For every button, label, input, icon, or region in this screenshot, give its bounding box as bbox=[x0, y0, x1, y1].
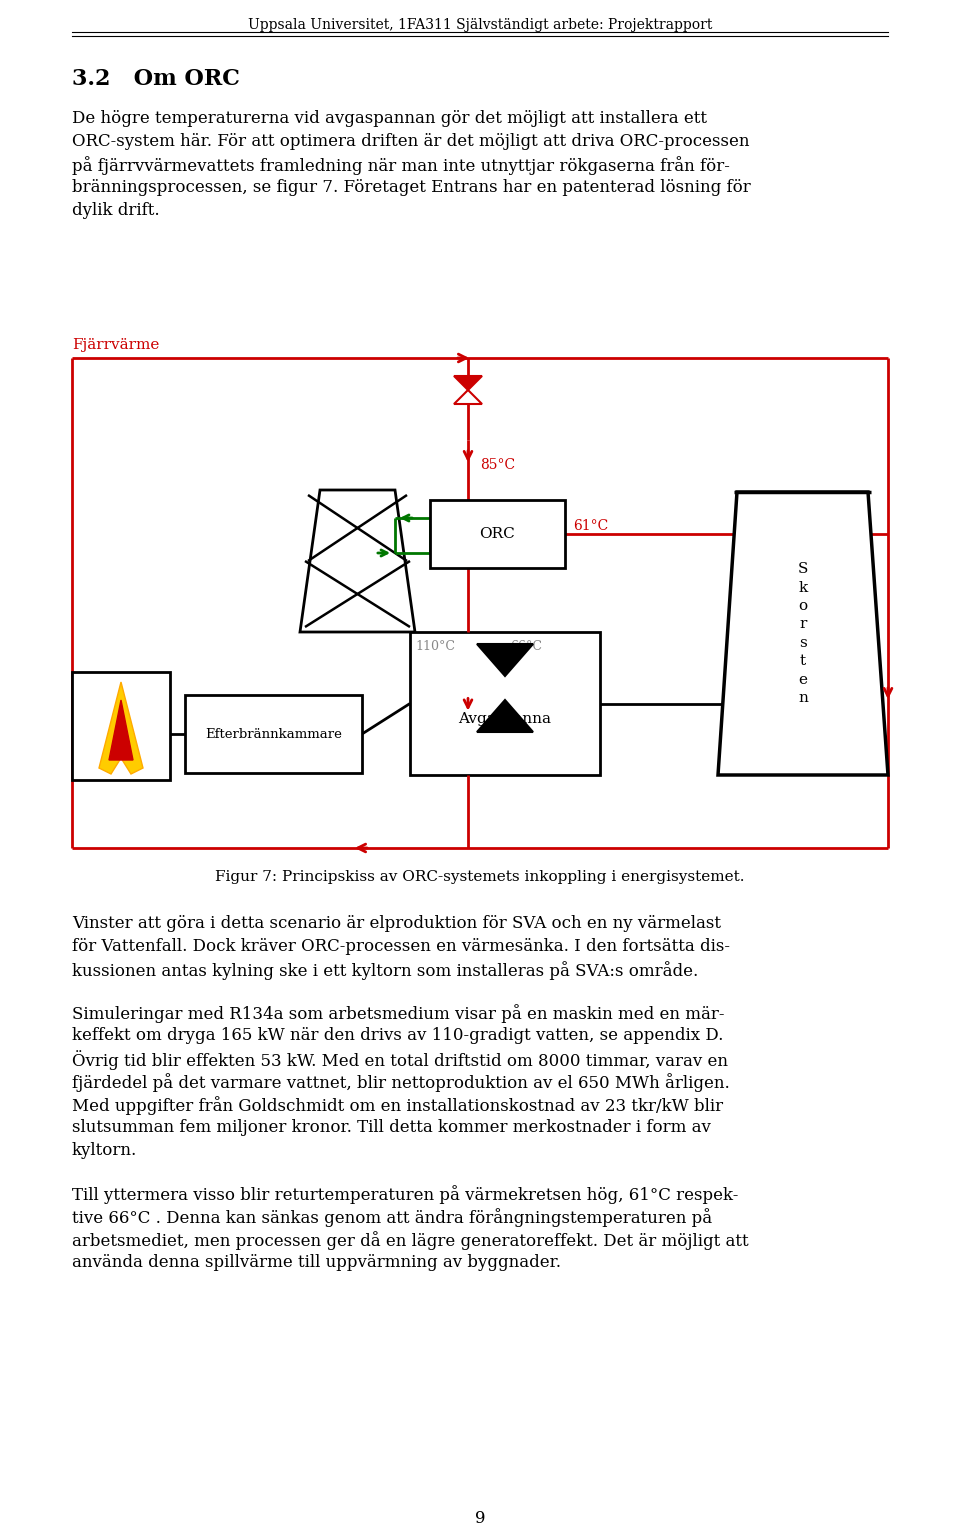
Polygon shape bbox=[99, 682, 143, 774]
Text: ORC-system här. För att optimera driften är det möjligt att driva ORC-processen: ORC-system här. För att optimera driften… bbox=[72, 133, 750, 150]
Polygon shape bbox=[454, 375, 482, 391]
Text: S
k
o
r
s
t
e
n: S k o r s t e n bbox=[798, 562, 808, 705]
Text: Övrig tid blir effekten 53 kW. Med en total driftstid om 8000 timmar, varav en: Övrig tid blir effekten 53 kW. Med en to… bbox=[72, 1049, 728, 1069]
Polygon shape bbox=[477, 643, 533, 676]
Text: 3.2   Om ORC: 3.2 Om ORC bbox=[72, 67, 240, 90]
Text: bränningsprocessen, se figur 7. Företaget Entrans har en patenterad lösning för: bränningsprocessen, se figur 7. Företage… bbox=[72, 179, 751, 196]
Text: Avgaspanna: Avgaspanna bbox=[459, 711, 551, 726]
Text: keffekt om dryga 165 kW när den drivs av 110-gradigt vatten, se appendix D.: keffekt om dryga 165 kW när den drivs av… bbox=[72, 1026, 724, 1043]
Text: 66°C: 66°C bbox=[510, 640, 542, 653]
Polygon shape bbox=[109, 700, 133, 760]
Bar bbox=[185, 696, 362, 774]
Text: Fjärrvärme: Fjärrvärme bbox=[72, 339, 159, 352]
Text: Simuleringar med R134a som arbetsmedium visar på en maskin med en mär-: Simuleringar med R134a som arbetsmedium … bbox=[72, 1003, 725, 1023]
Text: De högre temperaturerna vid avgaspannan gör det möjligt att installera ett: De högre temperaturerna vid avgaspannan … bbox=[72, 110, 707, 127]
Bar bbox=[430, 499, 565, 568]
Text: fjärdedel på det varmare vattnet, blir nettoproduktion av el 650 MWh årligen.: fjärdedel på det varmare vattnet, blir n… bbox=[72, 1072, 730, 1092]
Text: Figur 7: Principskiss av ORC-systemets inkoppling i energisystemet.: Figur 7: Principskiss av ORC-systemets i… bbox=[215, 870, 745, 884]
Text: på fjärrvvärmevattets framledning när man inte utnyttjar rökgaserna från för-: på fjärrvvärmevattets framledning när ma… bbox=[72, 156, 730, 175]
Text: dylik drift.: dylik drift. bbox=[72, 202, 159, 219]
Text: Vinster att göra i detta scenario är elproduktion för SVA och en ny värmelast: Vinster att göra i detta scenario är elp… bbox=[72, 915, 721, 931]
Text: Uppsala Universitet, 1FA311 Självständigt arbete: Projektrapport: Uppsala Universitet, 1FA311 Självständig… bbox=[248, 18, 712, 32]
Text: 110°C: 110°C bbox=[415, 640, 455, 653]
Text: 9: 9 bbox=[475, 1511, 485, 1527]
Polygon shape bbox=[477, 700, 533, 732]
Text: ORC: ORC bbox=[480, 527, 516, 541]
Polygon shape bbox=[718, 492, 888, 775]
Text: Till yttermera visso blir returtemperaturen på värmekretsen hög, 61°C respek-: Till yttermera visso blir returtemperatu… bbox=[72, 1184, 738, 1204]
Polygon shape bbox=[454, 391, 482, 404]
Polygon shape bbox=[300, 490, 415, 633]
Bar bbox=[410, 633, 600, 775]
Text: 85°C: 85°C bbox=[480, 458, 516, 472]
Text: Efterbrännkammare: Efterbrännkammare bbox=[205, 728, 342, 740]
Text: använda denna spillvärme till uppvärmning av byggnader.: använda denna spillvärme till uppvärmnin… bbox=[72, 1255, 561, 1272]
Text: kussionen antas kylning ske i ett kyltorn som installeras på SVA:s område.: kussionen antas kylning ske i ett kyltor… bbox=[72, 961, 698, 980]
Text: kyltorn.: kyltorn. bbox=[72, 1141, 137, 1160]
Text: slutsumman fem miljoner kronor. Till detta kommer merkostnader i form av: slutsumman fem miljoner kronor. Till det… bbox=[72, 1118, 710, 1137]
Text: Med uppgifter från Goldschmidt om en installationskostnad av 23 tkr/kW blir: Med uppgifter från Goldschmidt om en ins… bbox=[72, 1095, 723, 1115]
Bar bbox=[72, 673, 170, 780]
Text: 61°C: 61°C bbox=[573, 519, 609, 533]
Text: för Vattenfall. Dock kräver ORC-processen en värmesänka. I den fortsätta dis-: för Vattenfall. Dock kräver ORC-processe… bbox=[72, 938, 730, 954]
Text: tive 66°C . Denna kan sänkas genom att ändra förångningstemperaturen på: tive 66°C . Denna kan sänkas genom att ä… bbox=[72, 1209, 712, 1227]
Text: arbetsmediet, men processen ger då en lägre generatoreffekt. Det är möjligt att: arbetsmediet, men processen ger då en lä… bbox=[72, 1232, 749, 1250]
